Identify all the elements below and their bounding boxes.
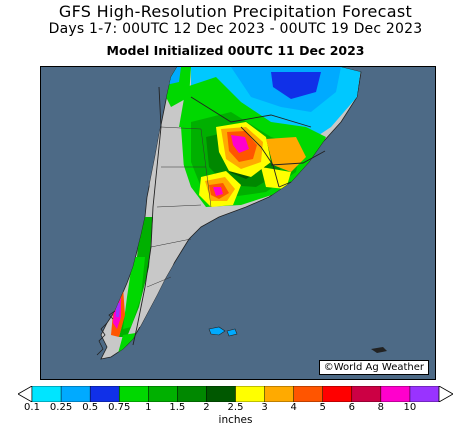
colorbar-tick-label: 6 (348, 402, 355, 413)
precipitation-shading (111, 67, 361, 359)
south-georgia-island (371, 347, 387, 353)
colorbar-tick-label: 10 (403, 402, 417, 413)
forecast-period: Days 1-7: 00UTC 12 Dec 2023 - 00UTC 19 D… (48, 21, 423, 37)
colorbar-left-arrow (18, 386, 33, 402)
colorbar-tick-label: 0.5 (82, 402, 99, 413)
colorbar-segment (31, 386, 62, 402)
colorbar-segment (177, 386, 208, 402)
colorbar-segment (351, 386, 382, 402)
country-borders (132, 86, 326, 346)
colorbar-units: inches (218, 414, 253, 426)
colorbar-tick-label: 4 (290, 402, 297, 413)
colorbar-segment (60, 386, 91, 402)
colorbar-tick-label: 0.1 (24, 402, 40, 413)
colorbar-segment (118, 386, 150, 402)
colorbar-tick-label: 8 (377, 402, 385, 413)
map-title: GFS High-Resolution Precipitation Foreca… (58, 2, 413, 21)
colorbar-segment (148, 386, 179, 402)
colorbar-tick-label: 1.5 (169, 402, 186, 413)
colorbar-tick-label: 2 (203, 402, 210, 413)
colorbar-tick-label: 0.75 (108, 402, 131, 413)
colorbar-segment (206, 386, 237, 402)
colorbar-tick-label: 2.5 (227, 402, 244, 413)
credit-label: ©World Ag Weather (318, 360, 429, 375)
map-canvas (41, 67, 435, 379)
colorbar-tick-label: 5 (319, 402, 326, 413)
colorbar-tick-label: 0.25 (49, 402, 73, 413)
province-borders (146, 126, 212, 288)
precipitation-map: ©World Ag Weather (40, 66, 436, 380)
colorbar-segment (89, 386, 120, 402)
colorbar-right-arrow (438, 386, 453, 402)
colorbar-segment (380, 386, 411, 402)
coastline-islands (96, 310, 116, 356)
colorbar-segment (409, 386, 440, 402)
precipitation-color-bar (18, 386, 453, 402)
colorbar-segment (264, 386, 295, 402)
colorbar-segment (322, 386, 353, 402)
colorbar-tick-label: 1 (145, 402, 152, 413)
falkland-islands (208, 326, 238, 337)
model-init-time: Model Initialized 00UTC 11 Dec 2023 (106, 43, 365, 58)
colorbar-segment (235, 386, 266, 402)
colorbar-tick-label: 3 (261, 402, 268, 413)
colorbar-segment (293, 386, 324, 402)
